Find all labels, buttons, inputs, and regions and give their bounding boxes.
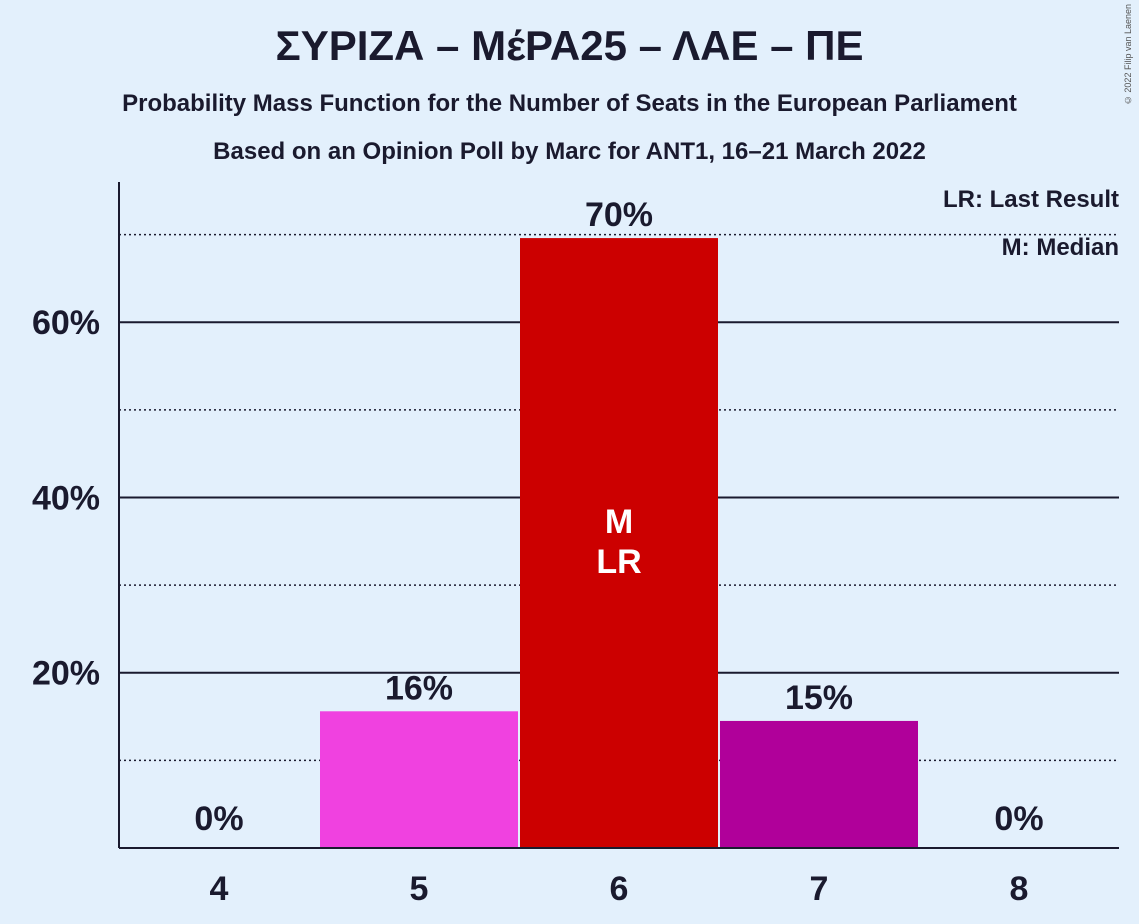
x-tick-label: 8	[1010, 870, 1029, 908]
x-tick-label: 5	[410, 870, 429, 908]
bar-seats-5	[320, 711, 518, 848]
legend-median: M: Median	[1001, 234, 1119, 261]
value-label: 70%	[585, 196, 653, 234]
value-label: 0%	[994, 800, 1043, 838]
x-tick-label: 6	[610, 870, 629, 908]
x-tick-label: 4	[210, 870, 229, 908]
chart-title: ΣΥΡΙΖΑ – ΜέΡΑ25 – ΛΑΕ – ΠΕ	[275, 22, 864, 69]
y-tick-label: 40%	[32, 479, 100, 517]
y-tick-label: 60%	[32, 304, 100, 342]
value-label: 15%	[785, 679, 853, 717]
bar-seats-7	[720, 720, 918, 848]
bar-seats-6	[520, 238, 718, 848]
value-label: 16%	[385, 669, 453, 707]
bar-mark-m: M	[605, 503, 633, 541]
chart-subtitle-source: Based on an Opinion Poll by Marc for ANT…	[213, 138, 926, 165]
legend-last-result: LR: Last Result	[942, 186, 1119, 213]
y-tick-label: 20%	[32, 655, 100, 693]
x-tick-label: 7	[810, 870, 829, 908]
chart-subtitle: Probability Mass Function for the Number…	[122, 90, 1017, 117]
bar-mark-lr: LR	[596, 543, 641, 581]
value-label: 0%	[194, 800, 243, 838]
